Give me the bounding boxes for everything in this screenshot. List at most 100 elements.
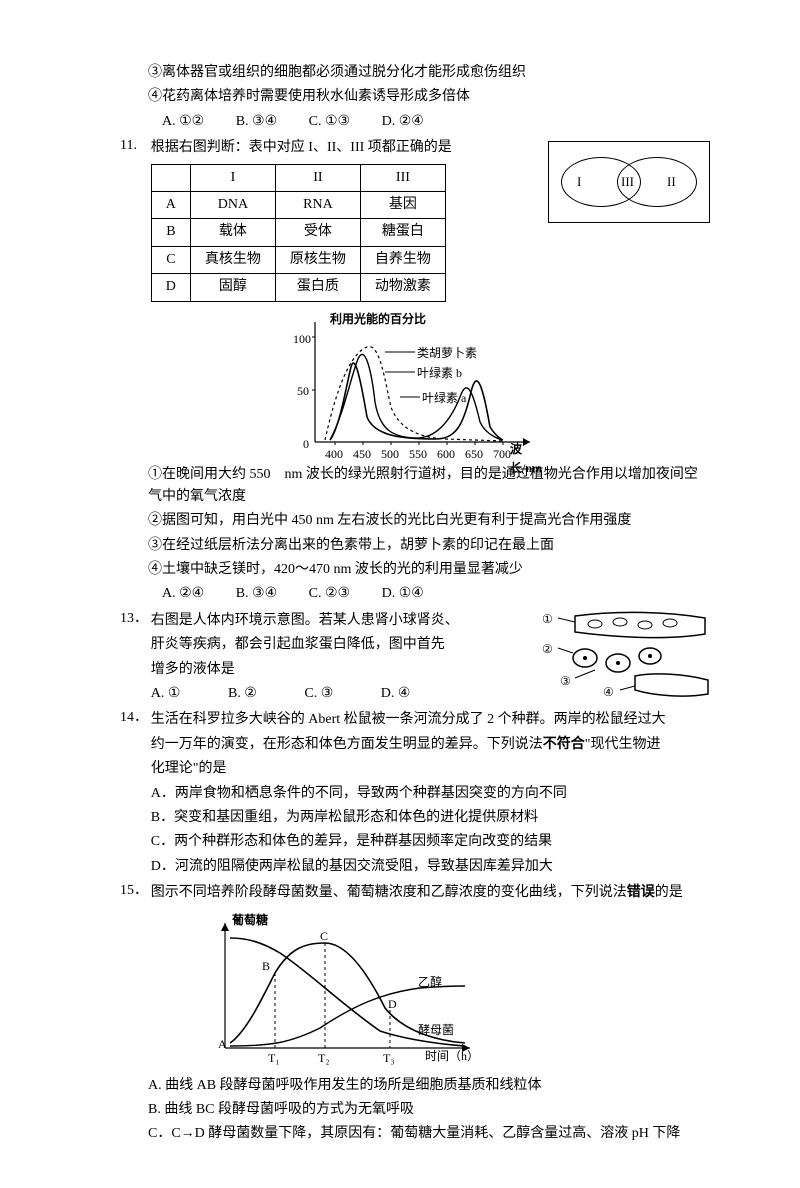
cell: 基因 xyxy=(360,191,445,218)
xt2: T₂ xyxy=(318,1049,330,1068)
cell: D xyxy=(151,274,190,301)
table-row: C 真核生物 原核生物 自养生物 xyxy=(151,246,445,273)
q14-opt-a[interactable]: A．两岸食物和栖息条件的不同，导致两个种群基因突变的方向不同 xyxy=(151,783,710,805)
xlabel-time: 时间（h） xyxy=(425,1047,479,1066)
ytick-50: 50 xyxy=(297,382,309,401)
q12-s4: ④土壤中缺乏镁时，420～470 nm 波长的光的利用量显著减少 xyxy=(120,559,710,581)
venn-diagram: I III II xyxy=(548,141,710,223)
q11: 11. 根据右图判断：表中对应 I、II、III 项都正确的是 I II III… xyxy=(120,135,710,305)
xt3: T₃ xyxy=(383,1049,395,1068)
q10-opt-d[interactable]: D. ②④ xyxy=(382,114,424,129)
cell: B xyxy=(151,219,190,246)
q13: 13． 右图是人体内环境示意图。若某人患肾小球肾炎、 肝炎等疾病，都会引起血浆蛋… xyxy=(120,608,710,708)
cell: 固醇 xyxy=(190,274,275,301)
q12-opt-c[interactable]: C. ②③ xyxy=(309,586,350,601)
q15-opt-c[interactable]: C．C→D 酵母菌数量下降，其原因有：葡萄糖大量消耗、乙醇含量过高、溶液 pH … xyxy=(120,1123,710,1145)
label-3: ③ xyxy=(560,672,571,691)
q15-num: 15． xyxy=(120,880,151,906)
venn-label-2: II xyxy=(667,172,676,193)
q15-opt-a[interactable]: A. 曲线 AB 段酵母菌呼吸作用发生的场所是细胞质基质和线粒体 xyxy=(120,1075,710,1097)
q10-opt-b[interactable]: B. ③④ xyxy=(236,114,277,129)
q11-table: I II III A DNA RNA 基因 B 载体 xyxy=(151,164,446,302)
xtick: 450 xyxy=(353,445,371,464)
q13-opt-c[interactable]: C. ③ xyxy=(304,686,333,701)
cell: III xyxy=(360,164,445,191)
q12-opt-a[interactable]: A. ②④ xyxy=(162,586,204,601)
q10-opt-a[interactable]: A. ①② xyxy=(162,114,204,129)
q14-l1: 生活在科罗拉多大峡谷的 Abert 松鼠被一条河流分成了 2 个种群。两岸的松鼠… xyxy=(151,709,710,731)
q14-opt-c[interactable]: C．两个种群形态和体色的差异，是种群基因频率定向改变的结果 xyxy=(151,831,710,853)
cell: A xyxy=(151,191,190,218)
q13-num: 13． xyxy=(120,608,151,708)
q10-options: A. ①② B. ③④ C. ①③ D. ②④ xyxy=(120,111,710,133)
xtick: 500 xyxy=(381,445,399,464)
venn-label-1: I xyxy=(577,172,581,193)
cell: RNA xyxy=(275,191,360,218)
table-row: B 载体 受体 糖蛋白 xyxy=(151,219,445,246)
q14-opt-b[interactable]: B．突变和基因重组，为两岸松鼠形态和体色的进化提供原材料 xyxy=(151,807,710,829)
q13-opt-a[interactable]: A. ① xyxy=(151,686,181,701)
q12-s1: ①在晚间用大约 550 nm 波长的绿光照射行道树，目的是通过植物光合作用以增加… xyxy=(120,464,710,509)
xtick: 650 xyxy=(465,445,483,464)
cell: 载体 xyxy=(190,219,275,246)
q13-l3: 增多的液体是 xyxy=(151,659,532,681)
xtick: 700 xyxy=(493,445,511,464)
xt1: T₁ xyxy=(268,1049,280,1068)
q14-l3: 化理论"的是 xyxy=(151,758,710,780)
cell: 受体 xyxy=(275,219,360,246)
q14-l2a: 约一万年的演变，在形态和体色方面发生明显的差异。下列说法 xyxy=(151,737,543,752)
ylabel-glucose: 葡萄糖 xyxy=(232,911,268,930)
x-label: 波长/nm xyxy=(510,440,545,478)
xtick: 600 xyxy=(437,445,455,464)
pt-d: D xyxy=(388,995,397,1014)
q12-s2: ②据图可知，用白光中 450 nm 左右波长的光比白光更有利于提高光合作用强度 xyxy=(120,510,710,532)
label-ethanol: 乙醇 xyxy=(418,973,442,992)
table-row: I II III xyxy=(151,164,445,191)
xtick: 550 xyxy=(409,445,427,464)
legend-chla: 叶绿素 a xyxy=(422,389,466,408)
pt-b: B xyxy=(262,957,270,976)
q12-opt-d[interactable]: D. ①④ xyxy=(382,586,424,601)
venn-label-3: III xyxy=(621,172,634,193)
cell: C xyxy=(151,246,190,273)
q15-stem-c: 的是 xyxy=(655,885,683,900)
legend-chlb: 叶绿素 b xyxy=(417,364,462,383)
q12-opt-b[interactable]: B. ③④ xyxy=(236,586,277,601)
q14: 14． 生活在科罗拉多大峡谷的 Abert 松鼠被一条河流分成了 2 个种群。两… xyxy=(120,707,710,880)
q12-s3: ③在经过纸层析法分离出来的色素带上，胡萝卜素的印记在最上面 xyxy=(120,535,710,557)
cell: I xyxy=(190,164,275,191)
cell: 动物激素 xyxy=(360,274,445,301)
pt-c: C xyxy=(320,927,328,946)
xtick: 400 xyxy=(325,445,343,464)
q14-l2c: "现代生物进 xyxy=(585,737,661,752)
label-yeast: 酵母菌 xyxy=(418,1021,454,1040)
q15-opt-b[interactable]: B. 曲线 BC 段酵母菌呼吸的方式为无氧呼吸 xyxy=(120,1099,710,1121)
yeast-chart: 葡萄糖 A B C D 乙醇 酵母菌 T₁ T₂ T₃ 时间（h） xyxy=(190,913,490,1073)
q14-l2: 约一万年的演变，在形态和体色方面发生明显的差异。下列说法不符合"现代生物进 xyxy=(151,734,710,756)
q15-stem-b-bold: 错误 xyxy=(627,885,655,900)
q15: 15． 图示不同培养阶段酵母菌数量、葡萄糖浓度和乙醇浓度的变化曲线，下列说法错误… xyxy=(120,880,710,906)
cell: 真核生物 xyxy=(190,246,275,273)
absorption-spectrum-chart: 利用光能的百分比 100 50 0 400 450 500 550 600 65… xyxy=(285,312,545,462)
q15-stem-a: 图示不同培养阶段酵母菌数量、葡萄糖浓度和乙醇浓度的变化曲线，下列说法 xyxy=(151,885,627,900)
q13-opt-b[interactable]: B. ② xyxy=(228,686,257,701)
ytick-0: 0 xyxy=(303,435,309,454)
cell xyxy=(151,164,190,191)
table-row: D 固醇 蛋白质 动物激素 xyxy=(151,274,445,301)
q14-num: 14． xyxy=(120,707,151,880)
legend-carotenoid: 类胡萝卜素 xyxy=(417,344,477,363)
q15-stem: 图示不同培养阶段酵母菌数量、葡萄糖浓度和乙醇浓度的变化曲线，下列说法错误的是 xyxy=(151,882,710,904)
pt-a: A xyxy=(218,1035,227,1054)
q13-l1: 右图是人体内环境示意图。若某人患肾小球肾炎、 xyxy=(151,610,532,632)
cell: 糖蛋白 xyxy=(360,219,445,246)
q13-l2: 肝炎等疾病，都会引起血浆蛋白降低，图中首先 xyxy=(151,634,532,656)
table-row: A DNA RNA 基因 xyxy=(151,191,445,218)
q10-opt-c[interactable]: C. ①③ xyxy=(309,114,350,129)
label-4: ④ xyxy=(603,683,614,702)
q13-opt-d[interactable]: D. ④ xyxy=(381,686,411,701)
q12-options: A. ②④ B. ③④ C. ②③ D. ①④ xyxy=(120,583,710,605)
q11-num: 11. xyxy=(120,135,151,305)
chart-title: 利用光能的百分比 xyxy=(330,310,426,329)
label-1: ① xyxy=(542,610,553,629)
q14-opt-d[interactable]: D．河流的阻隔使两岸松鼠的基因交流受阻，导致基因库差异加大 xyxy=(151,856,710,878)
